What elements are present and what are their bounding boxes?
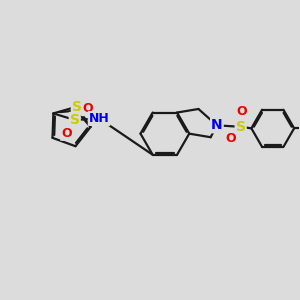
Text: O: O <box>225 132 236 145</box>
Text: S: S <box>72 100 82 114</box>
Text: S: S <box>236 120 246 134</box>
Text: S: S <box>70 113 80 127</box>
Text: O: O <box>237 106 248 118</box>
Text: NH: NH <box>89 112 110 125</box>
Text: O: O <box>61 127 72 140</box>
Text: N: N <box>211 118 223 132</box>
Text: O: O <box>82 102 93 115</box>
